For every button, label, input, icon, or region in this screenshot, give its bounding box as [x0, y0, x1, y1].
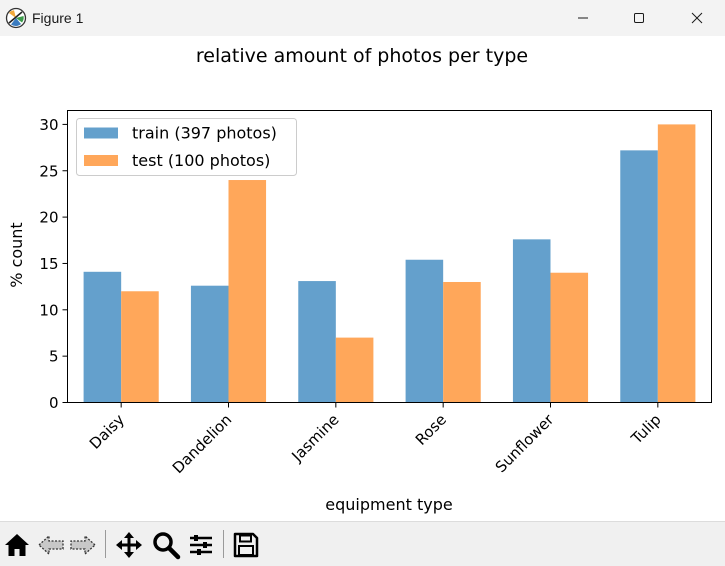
- close-icon: [691, 12, 703, 24]
- toolbar-separator: [223, 530, 224, 558]
- maximize-button[interactable]: [616, 0, 662, 36]
- save-icon: [233, 532, 259, 558]
- x-tick-label: Tulip: [627, 411, 665, 449]
- y-tick-label: 30: [39, 116, 58, 134]
- close-button[interactable]: [674, 0, 720, 36]
- zoom-button[interactable]: [151, 530, 181, 560]
- legend: train (397 photos) test (100 photos): [76, 118, 297, 176]
- x-axis-ticks: Daisy Dandelion Jasmine Rose Sunflower Tulip: [86, 402, 665, 477]
- bar-test-tulip: [657, 124, 696, 403]
- bar-train-daisy: [83, 271, 122, 403]
- legend-swatch: [84, 127, 118, 139]
- bars-group: [83, 124, 696, 403]
- x-tick-label: Jasmine: [288, 411, 343, 466]
- bar-train-sunflower: [512, 239, 551, 403]
- home-icon: [5, 534, 29, 556]
- figure-canvas: relative amount of photos per type equip…: [0, 36, 725, 521]
- bar-test-daisy: [121, 291, 159, 403]
- minimize-icon: [578, 17, 588, 19]
- y-tick-label: 10: [39, 301, 58, 319]
- legend-label: train (397 photos): [132, 124, 277, 143]
- save-button[interactable]: [231, 530, 261, 560]
- plot-area-frame: [67, 110, 712, 403]
- maximize-icon: [634, 13, 644, 23]
- bar-train-tulip: [620, 150, 658, 403]
- toolbar-separator: [105, 530, 106, 558]
- navigation-toolbar: [0, 521, 725, 566]
- x-tick-label: Daisy: [86, 411, 128, 453]
- legend-label: test (100 photos): [132, 151, 270, 170]
- y-tick-label: 15: [39, 255, 58, 273]
- pan-button[interactable]: [114, 530, 144, 560]
- bar-train-jasmine: [298, 281, 336, 403]
- y-tick-label: 20: [39, 209, 58, 227]
- x-tick-label: Sunflower: [492, 410, 558, 476]
- window-titlebar: Figure 1: [0, 0, 725, 36]
- forward-button[interactable]: [68, 530, 98, 560]
- bar-test-dandelion: [228, 180, 267, 403]
- pan-icon: [116, 532, 142, 558]
- x-axis-label: equipment type: [325, 495, 452, 514]
- home-button[interactable]: [2, 530, 32, 560]
- app-icon: [5, 7, 27, 29]
- window-title: Figure 1: [32, 10, 84, 26]
- configure-subplots-icon: [190, 535, 212, 555]
- back-icon: [38, 534, 64, 556]
- bar-test-jasmine: [335, 337, 374, 403]
- bar-train-rose: [405, 259, 444, 403]
- legend-box: [76, 118, 297, 176]
- zoom-icon: [153, 532, 181, 560]
- y-axis-ticks: 0 5 10 15 20 25 30: [39, 116, 68, 412]
- chart-title: relative amount of photos per type: [196, 45, 528, 67]
- minimize-button[interactable]: [560, 0, 606, 36]
- y-tick-label: 0: [49, 394, 59, 412]
- bar-test-sunflower: [550, 272, 589, 403]
- back-button[interactable]: [36, 530, 66, 560]
- x-tick-label: Rose: [412, 411, 450, 449]
- bar-train-dandelion: [190, 285, 229, 403]
- y-axis-label: % count: [7, 222, 26, 287]
- bar-chart: relative amount of photos per type equip…: [7, 45, 712, 514]
- legend-swatch: [84, 155, 118, 166]
- configure-subplots-button[interactable]: [186, 530, 216, 560]
- x-tick-label: Dandelion: [169, 411, 235, 477]
- y-tick-label: 5: [49, 348, 59, 366]
- forward-icon: [70, 534, 96, 556]
- bar-test-rose: [443, 281, 481, 403]
- y-tick-label: 25: [39, 162, 58, 180]
